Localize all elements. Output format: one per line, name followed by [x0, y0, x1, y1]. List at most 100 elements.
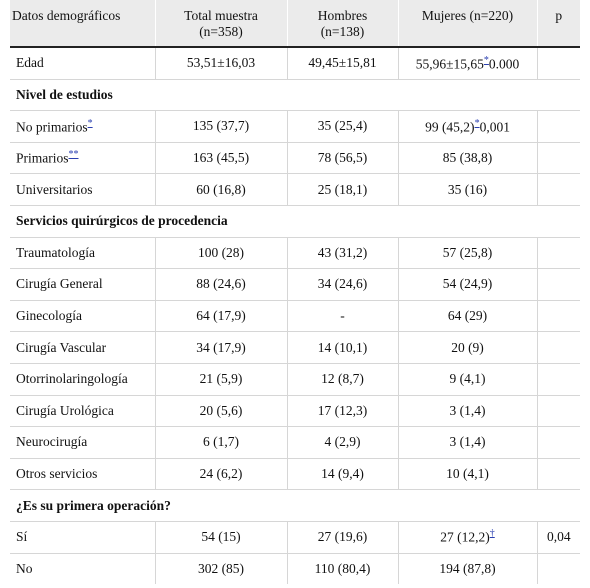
- cell-text: 3 (1,4): [449, 402, 486, 418]
- table-cell: 35 (16): [397, 173, 537, 206]
- table-cell: 100 (28): [154, 236, 287, 269]
- table-cell: 0,04: [536, 520, 580, 553]
- table-row: Nivel de estudios: [10, 78, 580, 111]
- table-cell: 3 (1,4): [397, 394, 537, 427]
- table-cell: Sí: [10, 520, 155, 553]
- cell-text: 27 (19,6): [317, 529, 368, 545]
- table-row: Universitarios 60 (16,8) 25 (18,1) 35 (16): [10, 173, 580, 206]
- header-cell: Total muestra (n=358): [154, 0, 287, 48]
- table-cell: [536, 552, 580, 585]
- table-cell: 99 (45,2)*0,001: [397, 110, 537, 143]
- cell-text: 110 (80,4): [314, 560, 371, 576]
- header-text: Datos demográficos: [12, 8, 121, 23]
- table-cell: 6 (1,7): [154, 426, 287, 459]
- cell-text: 99 (45,2): [425, 119, 475, 135]
- table-row: Traumatología 100 (28) 43 (31,2) 57 (25,8): [10, 236, 580, 269]
- header-text: Mujeres (n=220): [421, 8, 514, 23]
- table-cell: 194 (87,8): [397, 552, 537, 585]
- table-cell: Edad: [10, 46, 155, 80]
- cell-text: 35 (16): [447, 181, 488, 197]
- header-text: (n=358): [199, 24, 243, 39]
- table-row: Otros servicios 24 (6,2) 14 (9,4) 10 (4,1): [10, 457, 580, 490]
- cell-text: 55,96±15,65: [415, 56, 484, 72]
- table-cell: [536, 110, 580, 143]
- cell-text: 88 (24,6): [196, 276, 246, 292]
- table-cell: Cirugía Urológica: [10, 394, 155, 427]
- footnote-link[interactable]: **: [68, 149, 79, 161]
- cell-text: 302 (85): [197, 560, 245, 576]
- table-cell: 78 (56,5): [286, 141, 398, 174]
- cell-text: Sí: [16, 529, 28, 545]
- table-cell: 34 (24,6): [286, 268, 398, 301]
- table-cell: Traumatología: [10, 236, 155, 269]
- table-cell: 53,51±16,03: [154, 46, 287, 80]
- cell-text: 27 (12,2): [440, 529, 490, 545]
- table-cell: 49,45±15,81: [286, 46, 398, 80]
- footnote-link[interactable]: †: [489, 528, 495, 540]
- table-cell: Universitarios: [10, 173, 155, 206]
- cell-text: Otros servicios: [16, 466, 98, 482]
- cell-text: 0,04: [546, 529, 571, 545]
- footnote-link[interactable]: *: [87, 117, 93, 129]
- table-cell: 3 (1,4): [397, 426, 537, 459]
- cell-text: 6 (1,7): [203, 434, 239, 450]
- cell-text: Cirugía Urológica: [16, 402, 114, 418]
- table-cell: 21 (5,9): [154, 362, 287, 396]
- table-cell: [536, 141, 580, 174]
- table-cell: 14 (10,1): [286, 331, 398, 364]
- cell-text: 57 (25,8): [442, 244, 493, 260]
- table-row: No 302 (85) 110 (80,4) 194 (87,8): [10, 552, 580, 585]
- table-cell: [536, 457, 580, 490]
- cell-text: 135 (37,7): [192, 118, 250, 134]
- cell-text: 34 (17,9): [196, 339, 246, 355]
- table-cell: 54 (15): [154, 520, 287, 553]
- cell-text: No primarios: [16, 119, 88, 135]
- table-cell: Otros servicios: [10, 457, 155, 490]
- section-title: Servicios quirúrgicos de procedencia: [10, 204, 580, 238]
- table-cell: 64 (17,9): [154, 299, 287, 332]
- table-cell: 10 (4,1): [397, 457, 537, 490]
- header-text: (n=138): [320, 24, 365, 39]
- table-cell: 60 (16,8): [154, 173, 287, 206]
- cell-text: Traumatología: [16, 244, 95, 260]
- cell-text: 53,51±16,03: [186, 55, 256, 71]
- cell-text: Ginecología: [16, 308, 82, 324]
- table-cell: 34 (17,9): [154, 331, 287, 364]
- footnote-link[interactable]: *: [474, 117, 480, 129]
- table-cell: Cirugía General: [10, 268, 155, 301]
- table-cell: 20 (9): [397, 331, 537, 364]
- header-cell: Mujeres (n=220): [397, 0, 537, 48]
- table-cell: 302 (85): [154, 552, 287, 585]
- cell-text: 21 (5,9): [199, 371, 243, 387]
- table-cell: 12 (8,7): [286, 362, 398, 396]
- cell-text: 54 (24,9): [442, 276, 493, 292]
- cell-text: Cirugía Vascular: [16, 339, 107, 355]
- table-cell: -: [286, 299, 398, 332]
- table-cell: Cirugía Vascular: [10, 331, 155, 364]
- table-cell: [536, 236, 580, 269]
- section-title: ¿Es su primera operación?: [10, 489, 580, 522]
- table-cell: 135 (37,7): [154, 110, 287, 143]
- table-cell: 25 (18,1): [286, 173, 398, 206]
- cell-text: 17 (12,3): [317, 402, 368, 418]
- footnote-link[interactable]: *: [483, 54, 489, 66]
- header-cell: Datos demográficos: [10, 0, 155, 48]
- header-text: Hombres: [317, 8, 368, 23]
- table-cell: [536, 299, 580, 332]
- cell-text: 34 (24,6): [317, 276, 368, 292]
- table-cell: 4 (2,9): [286, 426, 398, 459]
- table-cell: 9 (4,1): [397, 362, 537, 396]
- table-body: Edad 53,51±16,03 49,45±15,81 55,96±15,65*0.…: [10, 46, 580, 585]
- cell-text: 20 (9): [451, 339, 484, 355]
- cell-text: Neurocirugía: [16, 434, 88, 450]
- cell-text: 20 (5,6): [199, 402, 243, 418]
- cell-text: 14 (10,1): [317, 339, 368, 355]
- table-cell: [536, 331, 580, 364]
- cell-text: Edad: [16, 55, 44, 71]
- table-row: Servicios quirúrgicos de procedencia: [10, 204, 580, 238]
- cell-text: 12 (8,7): [321, 371, 364, 387]
- table-cell: [536, 394, 580, 427]
- table-cell: 88 (24,6): [154, 268, 287, 301]
- cell-text: 100 (28): [197, 244, 245, 260]
